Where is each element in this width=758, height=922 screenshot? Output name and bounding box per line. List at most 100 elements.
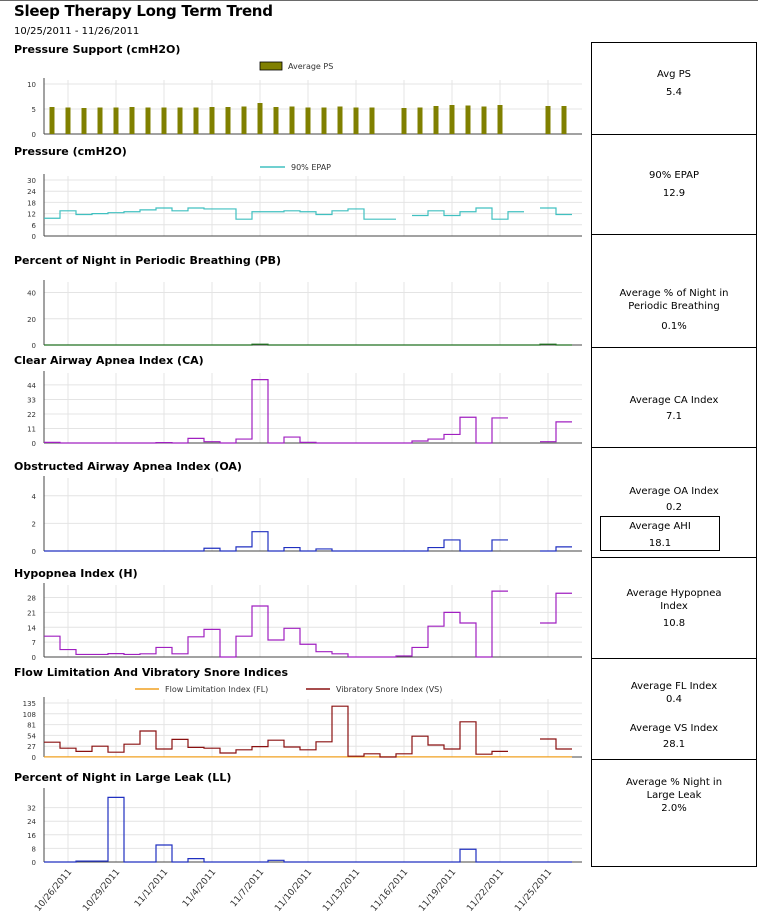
y-tick-label: 81 — [27, 722, 36, 730]
stat-box-ps: Avg PS 5.4 — [591, 42, 757, 135]
bar — [497, 105, 503, 134]
chart-oa: Obstructed Airway Apnea Index (OA) 0 2 4 — [14, 460, 582, 556]
stat-value-vs: 28.1 — [662, 739, 686, 750]
stat-value-fl: 0.4 — [666, 694, 682, 705]
stat-value-oa: 0.2 — [666, 502, 682, 513]
stat-box-flvs: Average FL Index 0.4 Average VS Index 28… — [591, 658, 757, 760]
chart-title: Pressure Support (cmH2O) — [14, 43, 180, 56]
stat-label-pb: Average % of Night in Periodic Breathing — [619, 288, 729, 312]
bar — [353, 107, 359, 134]
legend-label: Vibratory Snore Index (VS) — [336, 685, 442, 694]
stat-value-ca: 7.1 — [666, 411, 682, 422]
stat-box-pb: Average % of Night in Periodic Breathing… — [591, 234, 757, 348]
chart-epap: Pressure (cmH2O) 0 6 12 18 24 30 90% EPAP — [14, 145, 582, 241]
y-tick-label: 0 — [32, 440, 36, 448]
bar — [145, 107, 151, 134]
bar — [65, 107, 71, 134]
ahi-box: Average AHI 18.1 — [600, 516, 720, 551]
y-tick-label: 135 — [23, 700, 36, 708]
x-tick-label: 11/19/2011 — [417, 868, 458, 914]
stat-box-oa: Average OA Index 0.2 — [591, 447, 757, 558]
bar — [449, 105, 455, 134]
stat-value-avg-ps: 5.4 — [666, 87, 682, 98]
top-rule — [0, 0, 758, 1]
y-tick-label: 54 — [27, 732, 36, 740]
y-tick-label: 0 — [32, 131, 36, 139]
chart-title: Pressure (cmH2O) — [14, 145, 127, 158]
y-tick-label: 24 — [27, 188, 36, 196]
stat-value-ll: 2.0% — [661, 803, 687, 814]
y-tick-label: 0 — [32, 548, 36, 556]
bar — [241, 106, 247, 134]
bar — [97, 107, 103, 134]
y-tick-label: 14 — [27, 624, 36, 632]
legend-label: Flow Limitation Index (FL) — [165, 685, 268, 694]
y-tick-label: 44 — [27, 382, 36, 390]
y-tick-label: 0 — [32, 342, 36, 350]
stat-box-h: Average Hypopnea Index 10.8 — [591, 557, 757, 659]
chart-pb: Percent of Night in Periodic Breathing (… — [14, 254, 582, 350]
bar — [161, 107, 167, 134]
y-tick-label: 6 — [32, 222, 37, 230]
stat-label-oa: Average OA Index — [629, 486, 719, 497]
x-tick-label: 11/7/2011 — [229, 868, 266, 910]
y-tick-label: 0 — [32, 754, 36, 762]
bar — [257, 103, 263, 134]
bar — [193, 107, 199, 134]
x-tick-label: 10/26/2011 — [33, 868, 74, 914]
legend-swatch — [259, 61, 283, 71]
y-tick-label: 33 — [27, 396, 36, 404]
stat-label-vs: Average VS Index — [629, 723, 719, 734]
chart-h: Hypopnea Index (H) 0 7 14 21 28 — [14, 567, 582, 662]
y-tick-label: 40 — [27, 290, 36, 298]
bar — [49, 107, 55, 134]
y-tick-label: 21 — [27, 609, 36, 617]
stat-value-pb: 0.1% — [661, 321, 687, 332]
y-tick-label: 0 — [32, 654, 36, 662]
bar — [305, 107, 311, 134]
series-line — [44, 379, 572, 444]
bar — [337, 106, 343, 134]
x-tick-label: 11/16/2011 — [369, 868, 410, 914]
stat-label-epap: 90% EPAP — [649, 170, 699, 181]
y-tick-label: 8 — [32, 845, 36, 853]
y-tick-label: 4 — [32, 493, 37, 501]
y-tick-label: 20 — [27, 316, 36, 324]
bar — [433, 106, 439, 134]
stat-label-avg-ps: Avg PS — [656, 69, 692, 80]
report-title: Sleep Therapy Long Term Trend — [14, 2, 273, 20]
y-tick-label: 7 — [32, 639, 36, 647]
bar — [561, 106, 567, 134]
stat-box-epap: 90% EPAP 12.9 — [591, 134, 757, 235]
bar — [369, 107, 375, 134]
y-tick-label: 24 — [27, 818, 36, 826]
chart-ca: Clear Airway Apnea Index (CA) 0 11 22 33 44 — [14, 354, 582, 448]
chart-title: Clear Airway Apnea Index (CA) — [14, 354, 204, 367]
y-tick-label: 30 — [27, 177, 36, 185]
series-line — [44, 796, 572, 863]
stat-label-ll: Average % Night in Large Leak — [625, 777, 723, 801]
y-tick-label: 11 — [27, 425, 36, 433]
stat-label-ahi: Average AHI — [629, 521, 691, 532]
series-line — [44, 705, 572, 758]
y-tick-label: 5 — [32, 106, 36, 114]
x-tick-label: 10/29/2011 — [81, 868, 122, 914]
y-tick-label: 12 — [27, 211, 36, 219]
stat-label-ca: Average CA Index — [629, 395, 719, 406]
report-date-range: 10/25/2011 - 11/26/2011 — [14, 26, 140, 37]
series-line — [44, 343, 572, 346]
series-line — [44, 531, 572, 552]
y-tick-label: 10 — [27, 81, 36, 89]
y-tick-label: 108 — [23, 711, 36, 719]
stat-label-fl: Average FL Index — [630, 681, 718, 692]
x-tick-label: 11/13/2011 — [321, 868, 362, 914]
series-line — [44, 207, 572, 220]
chart-title: Flow Limitation And Vibratory Snore Indi… — [14, 666, 288, 679]
chart-title: Percent of Night in Large Leak (LL) — [14, 771, 231, 784]
stat-value-h: 10.8 — [662, 618, 686, 629]
stat-label-h: Average Hypopnea Index — [626, 588, 722, 612]
x-tick-label: 11/25/2011 — [513, 868, 554, 914]
bar — [129, 107, 135, 134]
legend-label: Average PS — [288, 62, 333, 71]
